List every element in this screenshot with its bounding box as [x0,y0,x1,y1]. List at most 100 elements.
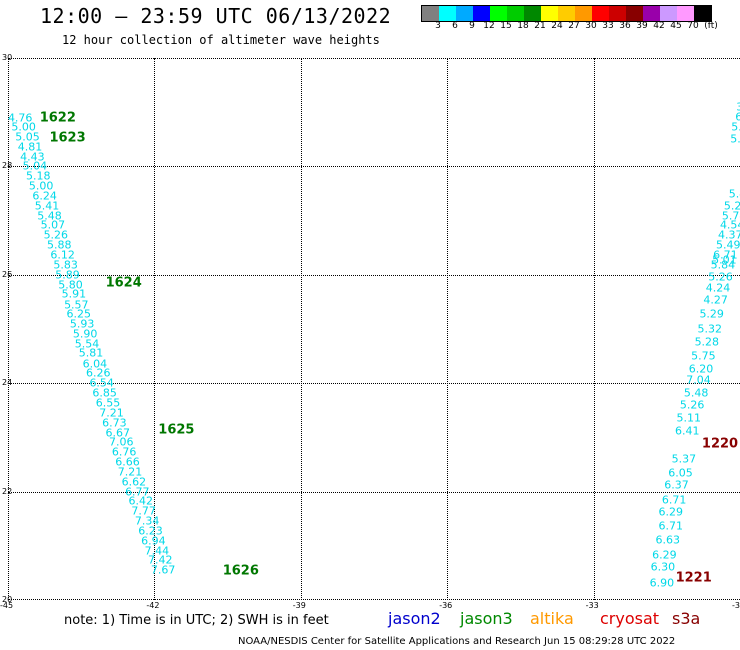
wave-height-observation: 4.81 [17,140,43,154]
map-subtitle: 12 hour collection of altimeter wave hei… [62,33,380,47]
map-top-edge [8,58,740,59]
latitude-tick-label: 26 [2,269,13,279]
wave-height-observation: 7.21 [99,406,124,420]
colorbar-labels: 3 6 9 12 15 18 21 24 27 30 33 36 39 42 45 70 (ft) [421,21,740,33]
satellite-legend-jason2: jason2 [388,609,441,628]
colorbar-label: 6 [452,21,458,31]
pass-time-label: 1623 [49,130,86,146]
wave-height-observation: 5.11 [676,411,702,425]
wave-height-observation: 5.41 [34,199,60,213]
colorbar-swatch [592,6,609,21]
colorbar-swatch [541,6,558,21]
wave-height-observation: 7.67 [150,563,176,577]
colorbar-swatch [473,6,490,21]
colorbar-swatch [677,6,694,21]
longitude-tick-label: -36 [439,601,453,610]
wave-height-observation: 6.85 [92,386,117,400]
latitude-gridline [8,166,740,168]
wave-height-observation: 7.77 [131,504,156,518]
map-bottom-edge [8,599,740,600]
colorbar-label: 12 [483,21,495,31]
wave-height-observation: 4.54 [719,218,740,232]
wave-height-observation: 5.4 [730,132,740,146]
wave-height-observation: 6.42 [128,494,153,508]
latitude-gridline [8,274,740,276]
colorbar-label: 30 [585,21,597,31]
wave-height-observation: 6.62 [121,475,147,489]
wave-height-observation: 5.49 [716,238,740,252]
wave-height-observation: 6.20 [688,362,714,376]
wave-height-observation: 5.91 [61,287,87,301]
wave-height-observation: 5.00 [11,120,36,134]
pass-time-label: 1624 [105,275,142,291]
wave-height-observation: 5.04 [22,159,48,173]
map-plot-area: 4.76 5.00 5.05 4.81 4.43 5.04 5.18 5.00 6.24 5.41… [8,58,740,600]
colorbar-swatch [575,6,592,21]
colorbar-swatch [626,6,643,21]
wave-height-observation: 5.80 [58,278,83,292]
map-title: 12:00 – 23:59 UTC 06/13/2022 [40,4,392,28]
wave-height-colorbar [421,5,712,22]
wave-height-observation: 5.75 [691,349,716,363]
latitude-gridline [8,491,740,493]
colorbar-label: 18 [517,21,529,31]
satellite-legend-cryosat: cryosat [600,609,660,628]
wave-height-observation: 6. [735,110,740,124]
wave-height-observation: 6.37 [664,478,689,492]
colorbar-swatch [507,6,524,21]
latitude-gridline [8,383,740,385]
wave-height-observation: 5.83 [53,258,78,272]
longitude-gridline [154,58,156,600]
pass-time-label: 1625 [158,422,195,438]
colorbar-swatch [609,6,626,21]
colorbar-label: 3 [435,21,441,31]
wave-height-observation: 4.24 [705,281,731,295]
longitude-tick-label: -39 [292,601,306,610]
colorbar-swatch [694,6,711,21]
wave-height-observation: 5.26 [679,398,705,412]
wave-height-observation: 6.66 [115,455,140,469]
wave-height-observation: 6.71 [713,248,738,262]
credit-line: NOAA/NESDIS Center for Satellite Applica… [238,636,676,647]
wave-height-observation: 6.12 [50,248,75,262]
wave-height-observation: 6.41 [675,424,700,438]
map-left-edge [8,58,9,600]
wave-height-observation: 7.42 [148,553,173,567]
wave-height-observation: 6.29 [652,548,677,562]
longitude-gridline [447,58,449,600]
latitude-tick-label: 28 [2,161,13,171]
wave-height-observation: 7.44 [144,544,170,558]
longitude-tick-label: -30 [732,601,740,610]
colorbar-label: 70 [687,21,699,31]
colorbar-label: 15 [500,21,512,31]
wave-height-observation: 6.25 [66,307,92,321]
wave-height-observation: 6.24 [32,189,57,203]
longitude-gridline [300,58,302,600]
wave-height-observation: 5.37 [671,452,697,466]
wave-height-observation: 5.28 [694,335,720,349]
longitude-tick-label: -45 [0,601,14,610]
colorbar-label: 21 [534,21,546,31]
wave-height-observation: 6.29 [658,505,683,519]
colorbar-swatch [660,6,677,21]
colorbar-label: 27 [568,21,580,31]
colorbar-label: 45 [670,21,682,31]
satellite-legend-s3a: s3a [672,609,701,628]
colorbar-swatch [456,6,473,21]
wave-height-observation: 6.55 [95,396,121,410]
longitude-tick-label: -33 [585,601,599,610]
colorbar-label: 9 [469,21,475,31]
wave-height-observation: 4.27 [703,293,728,307]
wave-height-observation: 6.76 [111,445,137,459]
wave-height-observation: 6.04 [82,357,108,371]
wave-height-observation: 5.21 [723,199,740,213]
latitude-tick-label: 30 [2,53,13,62]
longitude-gridline [593,58,595,600]
wave-height-observation: 6.67 [105,426,131,440]
wave-height-observation: 7.34 [134,514,160,528]
wave-height-observation: 5.4 [728,187,740,200]
wave-height-observation: 6.71 [661,493,687,507]
colorbar-swatch [490,6,507,21]
wave-height-observation: 5.93 [69,317,95,331]
wave-height-observation: 6.73 [102,416,127,430]
